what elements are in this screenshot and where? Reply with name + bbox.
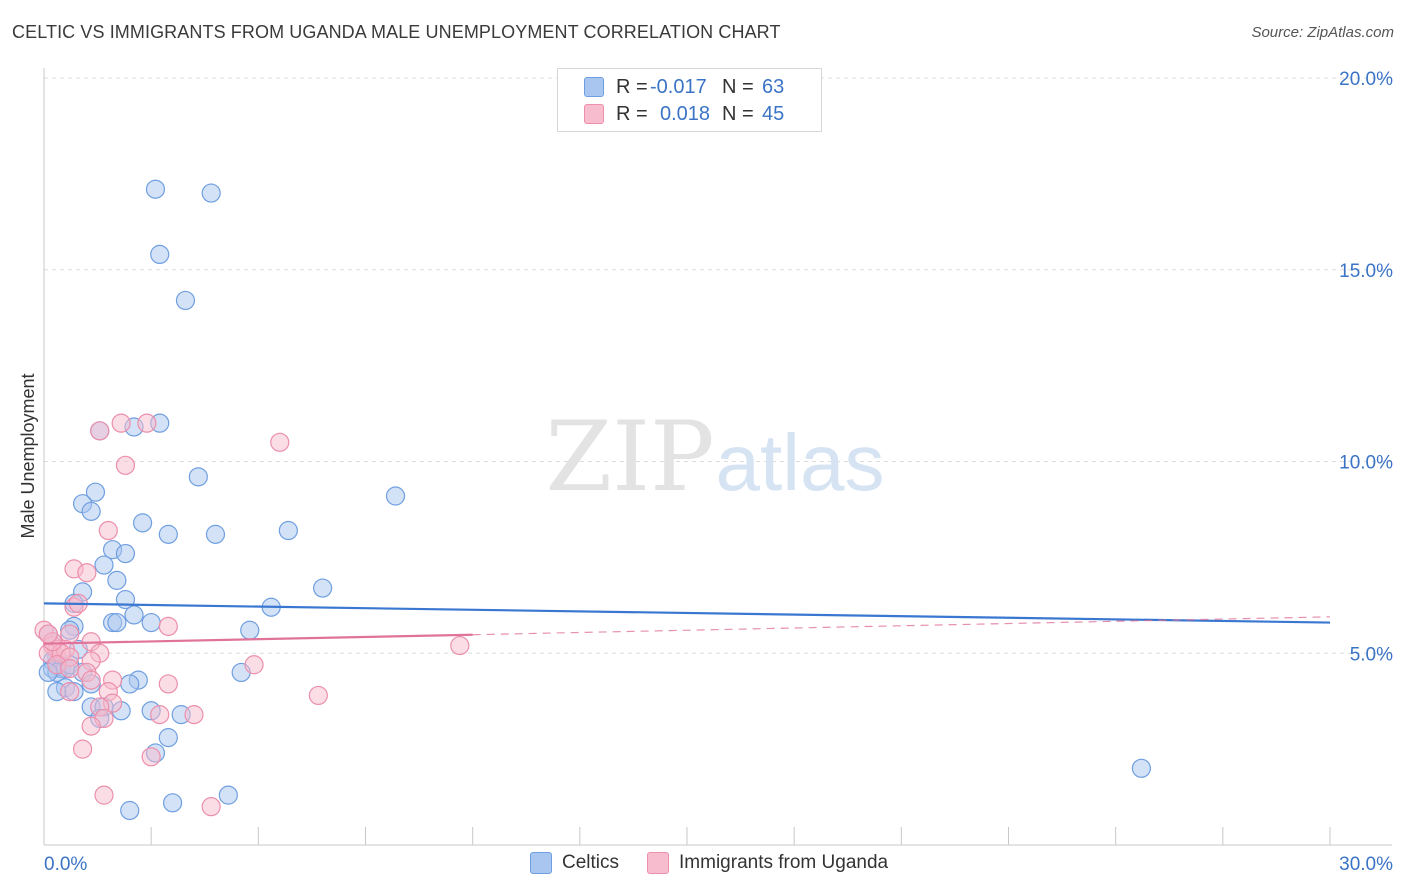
celtics-trend-line: [43, 602, 1331, 624]
uganda-point: [201, 797, 221, 817]
correlation-legend: R = -0.017 N = 63 R = 0.018 N = 45: [557, 68, 822, 132]
series-label-celtics: Celtics: [562, 852, 620, 873]
y-axis-label: Male Unemployment: [18, 373, 38, 538]
uganda-point: [81, 670, 101, 690]
celtics-point: [115, 543, 136, 564]
celtics-point: [132, 513, 153, 533]
legend-n-value: 45: [762, 102, 785, 125]
celtics-point: [158, 524, 178, 544]
uganda-point: [77, 563, 97, 583]
uganda-point: [72, 739, 93, 759]
celtics-point: [150, 244, 170, 265]
uganda-point: [38, 624, 58, 644]
celtics-point: [240, 620, 260, 640]
uganda-point: [184, 705, 204, 725]
axis-labels-layer: 5.0% 10.0% 15.0% 20.0% 0.0% 30.0% Male Unemplo…: [18, 69, 1393, 875]
celtics-point: [188, 467, 208, 487]
uganda-point: [158, 616, 178, 637]
celtics-point: [107, 570, 127, 590]
legend-n-label: N =: [722, 102, 754, 125]
legend-r-value: -0.017: [650, 75, 707, 98]
celtics-point: [120, 800, 140, 821]
series-label-uganda: Immigrants from Uganda: [679, 852, 889, 873]
celtics-point: [120, 674, 140, 694]
uganda-point: [60, 681, 80, 702]
trend-layer: [43, 602, 1331, 645]
y-tick-label: 20.0%: [1339, 69, 1393, 90]
uganda-point: [141, 747, 161, 767]
legend-r-value: 0.018: [660, 102, 711, 125]
y-tick-label: 5.0%: [1350, 644, 1393, 665]
uganda-point: [94, 785, 114, 805]
series-legend: Celtics Immigrants from Uganda: [530, 852, 916, 874]
legend-row-uganda: R = 0.018 N = 45: [584, 103, 784, 125]
y-tick-label: 10.0%: [1339, 453, 1393, 474]
watermark-zip: ZIP: [545, 401, 714, 513]
celtics-point: [107, 612, 127, 633]
points-layer: [34, 179, 1151, 821]
source-label: Source: ZipAtlas.com: [1251, 24, 1394, 41]
celtics-point: [141, 612, 161, 633]
legend-row-celtics: R = -0.017 N = 63: [584, 76, 784, 98]
celtics-point: [205, 524, 226, 544]
series-legend-uganda: Immigrants from Uganda: [647, 852, 888, 874]
uganda-trend-line: [43, 633, 473, 645]
legend-swatch-celtics: [584, 77, 604, 97]
celtics-point: [201, 183, 221, 203]
uganda-point: [98, 520, 118, 541]
uganda-point: [270, 432, 290, 452]
celtics-point: [175, 290, 196, 311]
legend-r-label: R =: [616, 75, 648, 98]
x-tick-label: 30.0%: [1339, 854, 1393, 875]
uganda-point: [60, 658, 80, 679]
uganda-point: [450, 635, 470, 656]
watermark-atlas: atlas: [716, 418, 885, 507]
grid-layer: [44, 77, 1392, 654]
uganda-point: [137, 413, 157, 433]
celtics-point: [85, 482, 106, 502]
celtics-point: [218, 785, 238, 805]
series-legend-celtics: Celtics: [530, 852, 619, 874]
celtics-point: [81, 501, 101, 521]
celtics-point: [1131, 758, 1151, 778]
legend-swatch-uganda: [584, 104, 604, 124]
series-swatch-uganda: [647, 852, 670, 874]
uganda-point: [90, 421, 110, 441]
uganda-point: [244, 655, 264, 675]
celtics-point: [158, 728, 178, 748]
celtics-point: [278, 520, 298, 541]
series-swatch-celtics: [530, 852, 552, 874]
legend-n-label: N =: [722, 75, 754, 98]
celtics-point: [163, 793, 183, 813]
uganda-point: [308, 685, 328, 706]
celtics-point: [94, 555, 114, 575]
x-tick-label: 0.0%: [44, 854, 87, 875]
uganda-point: [81, 716, 101, 736]
uganda-point: [111, 413, 131, 433]
celtics-point: [124, 605, 144, 625]
uganda-point: [115, 455, 136, 475]
y-tick-label: 15.0%: [1339, 261, 1393, 282]
legend-n-value: 63: [762, 75, 785, 98]
axes-layer: [43, 68, 1392, 846]
uganda-point: [158, 674, 178, 694]
celtics-point: [313, 578, 333, 598]
chart-title: CELTIC VS IMMIGRANTS FROM UGANDA MALE UN…: [12, 22, 781, 42]
uganda-point: [150, 705, 170, 725]
celtics-point: [145, 179, 166, 199]
celtics-point: [385, 486, 406, 506]
uganda-trend-line-extension: [472, 616, 1331, 636]
legend-r-label: R =: [616, 102, 648, 125]
watermark: ZIP atlas: [545, 401, 884, 513]
